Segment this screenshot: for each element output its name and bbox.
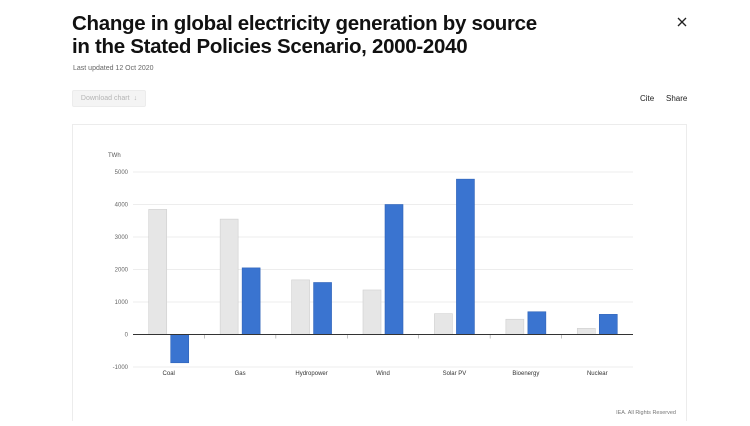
x-tick-label: Gas [235, 371, 246, 377]
bar-bioenergy-series-2 [527, 311, 547, 335]
y-tick-label: 0 [125, 333, 129, 339]
y-tick-label: -1000 [113, 365, 129, 371]
y-axis-unit-label: TWh [108, 153, 121, 159]
download-chart-button[interactable]: Download chart ↓ [72, 90, 146, 107]
x-tick-label: Hydropower [295, 371, 327, 377]
y-tick-label: 5000 [115, 170, 129, 176]
download-chart-label: Download chart [80, 95, 130, 102]
share-link[interactable]: Share [666, 94, 688, 103]
bar-solar-pv-series-2 [456, 178, 475, 335]
y-tick-label: 4000 [115, 203, 129, 209]
download-arrow-icon: ↓ [133, 95, 138, 102]
bar-gas-series-2 [241, 267, 261, 335]
y-tick-label: 1000 [115, 300, 129, 306]
x-tick-label: Wind [376, 371, 390, 377]
x-tick-label: Coal [163, 371, 175, 377]
chart-title: Change in global electricity generation … [72, 12, 537, 58]
x-tick-label: Solar PV [443, 371, 467, 377]
bar-nuclear-series-2 [598, 314, 618, 335]
bar-solar-pv-series-1 [434, 313, 453, 335]
bar-gas-series-1 [219, 218, 239, 335]
close-button[interactable] [672, 12, 692, 32]
bar-coal-series-1 [148, 209, 168, 335]
copyright-text: IEA. All Rights Reserved [616, 410, 676, 416]
bar-coal-series-2 [170, 334, 190, 364]
bar-chart: TWh 5000 4000 3000 2000 1000 0 -1000 Coal Gas Hydr… [108, 153, 676, 416]
x-tick-label: Nuclear [587, 371, 608, 377]
bar-wind-series-2 [384, 204, 404, 335]
cite-link[interactable]: Cite [640, 94, 655, 103]
y-tick-label: 3000 [115, 235, 129, 241]
last-updated-text: Last updated 12 Oct 2020 [73, 65, 154, 72]
close-icon [677, 17, 687, 27]
bar-wind-series-1 [362, 289, 382, 335]
bar-hydropower-series-1 [291, 279, 310, 335]
bar-nuclear-series-1 [576, 328, 596, 335]
chart-container: TWh 5000 4000 3000 2000 1000 0 -1000 Coal Gas Hydr… [72, 124, 687, 421]
bar-bioenergy-series-1 [505, 318, 525, 335]
y-tick-label: 2000 [115, 268, 129, 274]
x-tick-label: Bioenergy [512, 371, 539, 377]
bar-hydropower-series-2 [313, 282, 332, 335]
